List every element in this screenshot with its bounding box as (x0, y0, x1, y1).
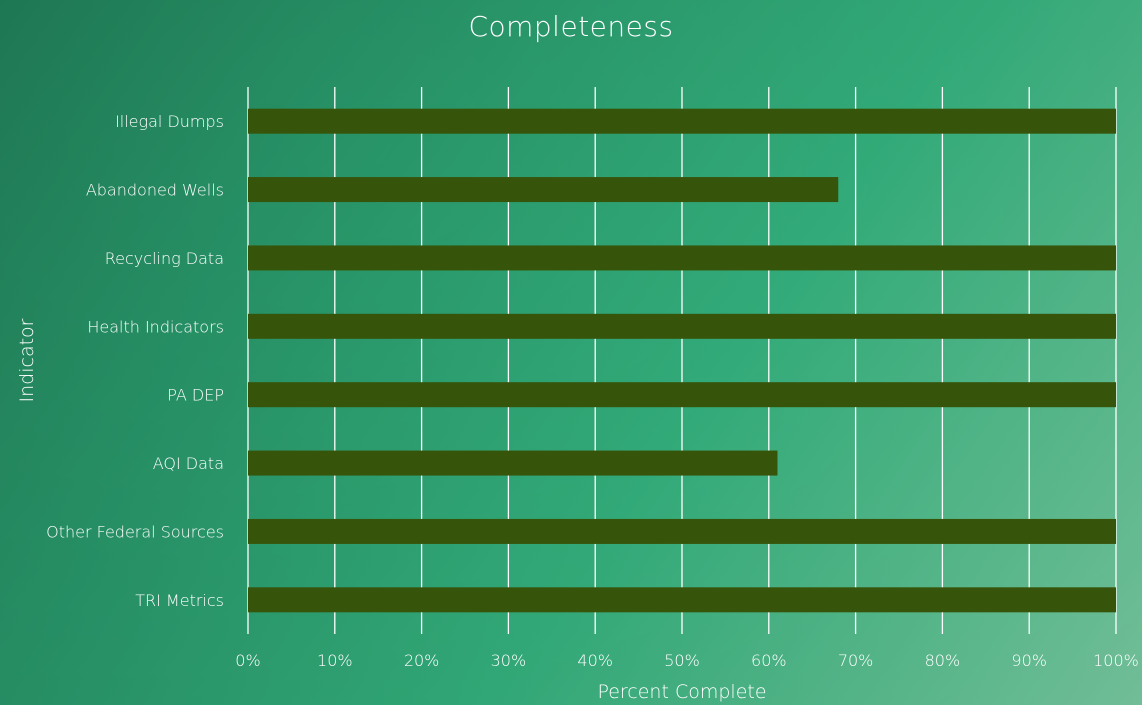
bar (248, 382, 1116, 408)
bar (248, 518, 1116, 544)
x-axis-title: Percent Complete (597, 681, 766, 703)
bar (248, 108, 1116, 134)
bar (248, 177, 839, 203)
bar (248, 587, 1116, 613)
x-tick-label: 50% (664, 651, 700, 670)
y-tick-label: AQI Data (153, 454, 224, 473)
x-tick-label: 20% (404, 651, 440, 670)
x-tick-label: 40% (577, 651, 613, 670)
y-tick-label: Recycling Data (105, 249, 224, 268)
x-tick-label: 30% (491, 651, 527, 670)
y-tick-label: Health Indicators (87, 317, 224, 336)
chart-title: Completeness (468, 10, 674, 43)
y-axis-title: Indicator (16, 318, 38, 402)
bar (248, 450, 778, 476)
x-tick-label: 10% (317, 651, 353, 670)
x-tick-label: 60% (751, 651, 787, 670)
bar (248, 245, 1116, 271)
bar (248, 313, 1116, 339)
x-tick-label: 90% (1011, 651, 1047, 670)
x-tick-label: 100% (1093, 651, 1139, 670)
y-tick-label: Other Federal Sources (46, 522, 224, 541)
x-tick-label: 80% (925, 651, 961, 670)
y-tick-label: Illegal Dumps (115, 112, 224, 131)
x-tick-label: 0% (235, 651, 260, 670)
y-tick-label: TRI Metrics (135, 591, 224, 610)
y-tick-label: PA DEP (167, 386, 224, 405)
x-tick-label: 70% (838, 651, 874, 670)
y-tick-label: Abandoned Wells (86, 181, 224, 200)
